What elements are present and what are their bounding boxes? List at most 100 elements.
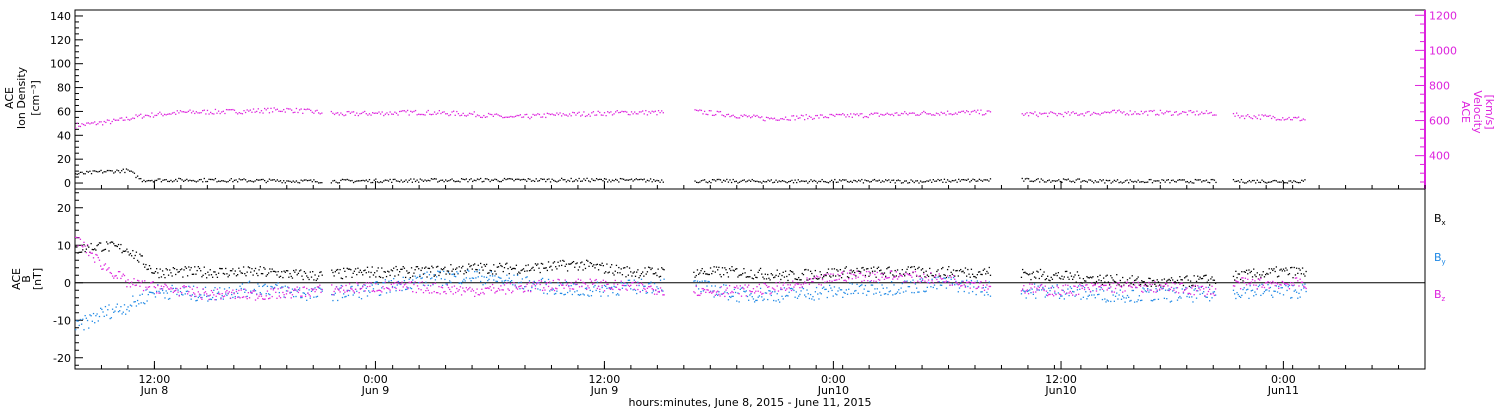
bx-point [1111,277,1113,279]
bx-point [156,268,158,270]
bz-point [188,291,190,293]
bz-point [933,276,936,278]
by-point [390,279,392,282]
by-point [125,313,127,315]
bz-point [1091,282,1093,285]
bz-point [973,282,975,284]
bx-point [1080,281,1082,284]
bz-point [1020,290,1023,292]
by-point [385,292,388,294]
density-point [103,171,105,173]
density-point [503,177,506,180]
density-point [130,170,132,172]
by-point [231,293,233,296]
density-point [230,178,232,180]
density-point [86,170,88,173]
bz-point [535,283,538,285]
bx-point [893,275,895,277]
bz-point [545,282,547,285]
velocity-point [697,110,699,112]
by-point [109,317,111,320]
by-point [488,278,490,281]
velocity-point [222,110,225,112]
by-point [98,315,101,318]
by-point [1110,300,1112,303]
by-point [225,293,227,295]
bx-point [770,272,772,275]
bz-point [105,269,108,271]
by-point [447,272,450,274]
bx-series [75,241,1307,288]
bz-point [399,289,401,291]
bz-point [588,287,590,289]
bx-point [749,276,751,278]
bx-point [1076,271,1079,273]
bx-point [867,267,869,270]
by-point [319,287,321,289]
bz-point [332,294,334,296]
bz-point [559,282,562,285]
velocity-point [711,114,714,116]
by-point [346,289,348,292]
by-point [920,280,923,282]
bz-point [593,282,595,285]
bz-point [1100,284,1102,286]
density-point [568,180,571,182]
by-point [277,282,279,284]
velocity-point [376,112,379,114]
by-point [433,273,435,276]
by-point [574,291,576,293]
density-point [540,178,542,180]
bz-point [1111,291,1113,293]
bz-point [727,293,730,295]
bx-point [487,272,489,274]
by-point [267,293,270,295]
velocity-point [781,118,784,120]
velocity-point [1089,114,1092,116]
bz-point [350,287,352,290]
bz-point [699,294,701,297]
bz-point [262,298,264,300]
density-point [931,181,933,183]
by-point [731,295,733,297]
bz-point [1249,283,1251,285]
bz-point [368,282,370,284]
bz-point [1120,286,1123,288]
bx-point [297,272,300,275]
density-point [932,179,934,181]
bx-point [1237,273,1239,275]
velocity-point [985,113,987,115]
density-point [81,171,83,173]
velocity-point [306,108,309,110]
bz-point [917,280,919,282]
density-point [796,181,798,184]
density-point [856,181,858,183]
bx-point [848,276,850,279]
by-point [248,280,251,282]
velocity-point [843,114,846,116]
by-point [1249,285,1251,287]
bz-point [734,287,737,289]
velocity-point [1048,112,1050,114]
bx-point [126,248,128,250]
by-point [638,284,640,287]
by-point [568,285,570,287]
bz-point [89,251,91,253]
density-point [1123,181,1125,183]
bz-point [773,288,775,290]
bz-point [924,280,926,282]
bx-point [418,268,420,270]
velocity-point [1194,114,1197,116]
velocity-point [1161,112,1163,114]
density-point [889,181,892,183]
bz-point [801,286,803,288]
by-point [868,290,870,293]
by-point [1263,291,1266,293]
by-point [128,310,130,312]
bz-point [453,285,456,287]
velocity-point [591,112,593,114]
by-point [1030,292,1032,294]
by-point [150,291,152,293]
velocity-point [441,111,444,113]
bx-point [1261,274,1263,276]
